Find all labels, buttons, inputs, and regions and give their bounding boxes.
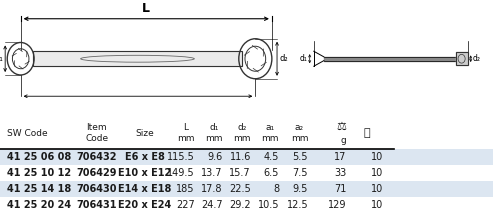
Bar [0, 117, 493, 149]
Text: 22.5: 22.5 [229, 184, 251, 194]
Text: 149.5: 149.5 [167, 168, 195, 178]
Text: 7.5: 7.5 [293, 168, 308, 178]
Text: 17: 17 [334, 152, 346, 162]
Text: 9.6: 9.6 [208, 152, 223, 162]
Text: 41 25 10 12: 41 25 10 12 [7, 168, 71, 178]
Text: 10: 10 [371, 200, 383, 210]
Text: SW Code: SW Code [7, 128, 48, 138]
Text: 10.5: 10.5 [257, 200, 279, 210]
Text: 4.5: 4.5 [264, 152, 279, 162]
Text: 11.6: 11.6 [230, 152, 251, 162]
Text: 10: 10 [371, 184, 383, 194]
Text: E20 x E24: E20 x E24 [118, 200, 171, 210]
Text: 706431: 706431 [76, 200, 117, 210]
Text: d₂: d₂ [279, 54, 288, 63]
Text: 41 25 14 18: 41 25 14 18 [7, 184, 71, 194]
Text: d₁: d₁ [0, 54, 3, 63]
Bar [0, 165, 493, 181]
Text: 12.5: 12.5 [286, 200, 308, 210]
Text: 📦: 📦 [364, 128, 371, 138]
Text: 10: 10 [371, 152, 383, 162]
Text: 8: 8 [273, 184, 279, 194]
Bar [0, 149, 493, 165]
Text: 71: 71 [334, 184, 346, 194]
Text: g: g [340, 136, 346, 145]
Text: 33: 33 [334, 168, 346, 178]
Text: 185: 185 [176, 184, 195, 194]
Text: L
mm: L mm [177, 123, 195, 143]
Text: L: L [142, 2, 150, 15]
Text: 29.2: 29.2 [229, 200, 251, 210]
Text: 5.5: 5.5 [293, 152, 308, 162]
Text: ⚖: ⚖ [336, 122, 346, 132]
Text: 41 25 06 08: 41 25 06 08 [7, 152, 71, 162]
Bar [0, 197, 493, 212]
Text: 706430: 706430 [76, 184, 117, 194]
Text: 706429: 706429 [76, 168, 117, 178]
Text: d₂: d₂ [473, 54, 481, 63]
Text: 13.7: 13.7 [201, 168, 223, 178]
Text: 41 25 20 24: 41 25 20 24 [7, 200, 71, 210]
Text: a₁
mm: a₁ mm [262, 123, 279, 143]
Text: 9.5: 9.5 [293, 184, 308, 194]
Bar [456, 53, 468, 65]
Text: 706432: 706432 [76, 152, 117, 162]
Text: 24.7: 24.7 [201, 200, 223, 210]
Text: d₁: d₁ [300, 54, 308, 63]
Bar [0, 181, 493, 197]
Text: 227: 227 [176, 200, 195, 210]
Text: 115.5: 115.5 [167, 152, 195, 162]
Text: d₁
mm: d₁ mm [206, 123, 223, 143]
Text: d₂
mm: d₂ mm [234, 123, 251, 143]
Text: 10: 10 [371, 168, 383, 178]
Text: 6.5: 6.5 [264, 168, 279, 178]
Text: a₂
mm: a₂ mm [291, 123, 308, 143]
Text: E6 x E8: E6 x E8 [125, 152, 164, 162]
Text: Size: Size [135, 128, 154, 138]
Text: 129: 129 [327, 200, 346, 210]
Text: 15.7: 15.7 [229, 168, 251, 178]
Text: 17.8: 17.8 [201, 184, 223, 194]
Text: E10 x E12: E10 x E12 [118, 168, 171, 178]
Text: E14 x E18: E14 x E18 [118, 184, 171, 194]
Text: Item
Code: Item Code [85, 123, 108, 143]
Bar [33, 51, 242, 66]
